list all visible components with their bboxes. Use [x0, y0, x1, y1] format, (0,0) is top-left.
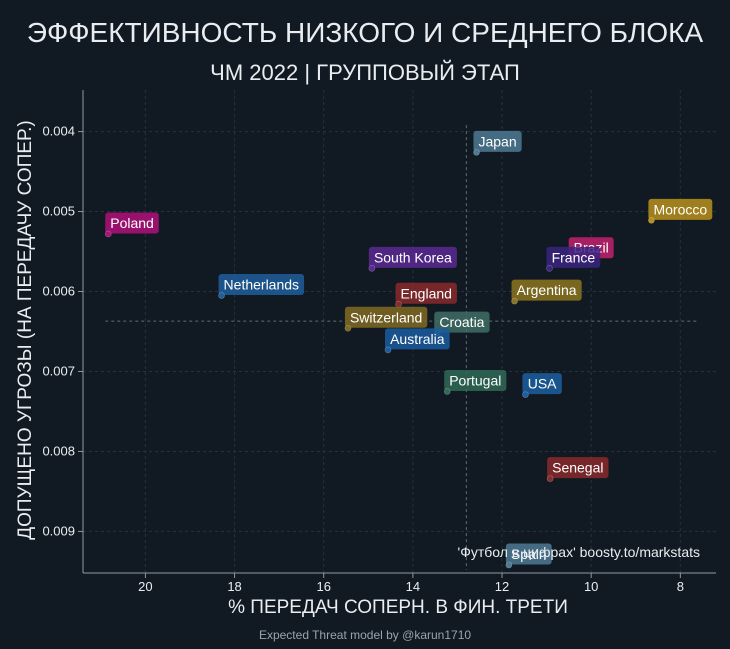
point-label: Croatia	[439, 314, 484, 330]
data-point: Morocco	[648, 198, 713, 224]
point-label: England	[401, 285, 452, 301]
point-label-box	[105, 212, 159, 234]
x-tick-label: 18	[227, 579, 241, 594]
data-point: Portugal	[443, 369, 507, 395]
tick-labels: 20 18 16 14 12 10 8 0.004 0.005 0.006 0.007 0.008 0.…	[42, 124, 684, 594]
point-marker	[505, 561, 513, 569]
y-tick-label: 0.009	[42, 523, 75, 538]
point-marker	[511, 297, 518, 305]
source-annotation: 'Футбол в цифрах' boosty.to/markstats	[458, 544, 700, 560]
point-marker	[104, 230, 112, 238]
point-marker	[473, 149, 480, 156]
x-tick-label: 16	[316, 579, 330, 594]
point-label-box	[218, 274, 305, 296]
x-tick-label: 10	[584, 579, 598, 594]
point-marker	[648, 217, 655, 224]
point-label-box	[648, 198, 713, 220]
point-label: Poland	[110, 215, 154, 231]
point-label: France	[552, 249, 596, 265]
x-tick-label: 12	[495, 579, 509, 594]
data-point: Netherlands	[218, 274, 305, 299]
grid	[83, 90, 716, 573]
chart-subtitle: ЧМ 2022 | ГРУППОВЫЙ ЭТАП	[210, 60, 520, 85]
point-label: Japan	[478, 133, 516, 149]
point-label-box	[384, 328, 450, 350]
point-label-box	[511, 279, 582, 301]
y-tick-label: 0.007	[42, 363, 75, 378]
point-label: Spain	[511, 546, 547, 562]
point-label-box	[444, 369, 507, 391]
point-marker	[522, 391, 529, 398]
point-marker	[384, 346, 392, 354]
point-marker	[344, 325, 352, 332]
data-point: Spain	[505, 543, 552, 569]
point-label: Portugal	[449, 372, 501, 388]
data-point: Switzerland	[344, 306, 428, 332]
point-label-box	[505, 543, 552, 565]
y-tick-label: 0.005	[42, 204, 75, 219]
data-point: Senegal	[546, 457, 609, 482]
x-axis-title: % ПЕРЕДАЧ СОПЕРН. В ФИН. ТРЕТИ	[228, 597, 568, 618]
data-point: England	[395, 282, 457, 308]
point-label: Morocco	[653, 201, 707, 217]
point-marker	[395, 301, 402, 308]
point-label-box	[344, 306, 428, 328]
point-label: South Korea	[374, 249, 452, 265]
data-point: South Korea	[368, 246, 457, 272]
data-point: Argentina	[511, 279, 582, 305]
data-point: Australia	[384, 328, 450, 354]
data-point: Japan	[473, 130, 522, 156]
point-marker	[546, 475, 554, 482]
point-marker	[443, 388, 451, 395]
point-label: Australia	[390, 331, 445, 347]
point-label: Netherlands	[224, 277, 300, 293]
y-tick-label: 0.004	[42, 124, 75, 139]
point-label: Senegal	[552, 460, 603, 476]
point-label-box	[522, 373, 562, 395]
data-point: Poland	[104, 212, 159, 238]
chart-title: ЭФФЕКТИВНОСТЬ НИЗКОГО И СРЕДНЕГО БЛОКА	[27, 17, 704, 48]
point-label-box	[547, 457, 609, 479]
data-points: JapanPolandMoroccoBrazilSouth KoreaFranc…	[104, 130, 713, 569]
footer-credit: Expected Threat model by @karun1710	[259, 628, 471, 642]
point-label-box	[434, 311, 490, 333]
data-point: France	[546, 246, 601, 272]
plot-area: 20 18 16 14 12 10 8 0.004 0.005 0.006 0.007 0.008 0.…	[42, 90, 716, 594]
point-label: USA	[528, 376, 557, 392]
axes	[78, 90, 716, 578]
point-label-box	[395, 282, 457, 304]
point-marker	[218, 292, 225, 299]
point-label-box	[546, 246, 601, 268]
data-point: Croatia	[433, 311, 490, 337]
data-point: USA	[522, 373, 562, 398]
y-tick-label: 0.008	[42, 443, 75, 458]
x-tick-label: 14	[406, 579, 420, 594]
point-marker	[546, 265, 553, 272]
point-marker	[368, 265, 376, 272]
y-axis-title: ДОПУЩЕНО УГРОЗЫ (НА ПЕРЕДАЧУ СОПЕР.)	[15, 120, 36, 539]
point-label-box	[473, 130, 522, 152]
x-tick-label: 20	[138, 579, 152, 594]
point-label: Argentina	[517, 282, 577, 298]
x-tick-label: 8	[677, 579, 684, 594]
point-label-box	[368, 246, 457, 268]
point-label: Switzerland	[350, 309, 422, 325]
y-tick-label: 0.006	[42, 284, 75, 299]
